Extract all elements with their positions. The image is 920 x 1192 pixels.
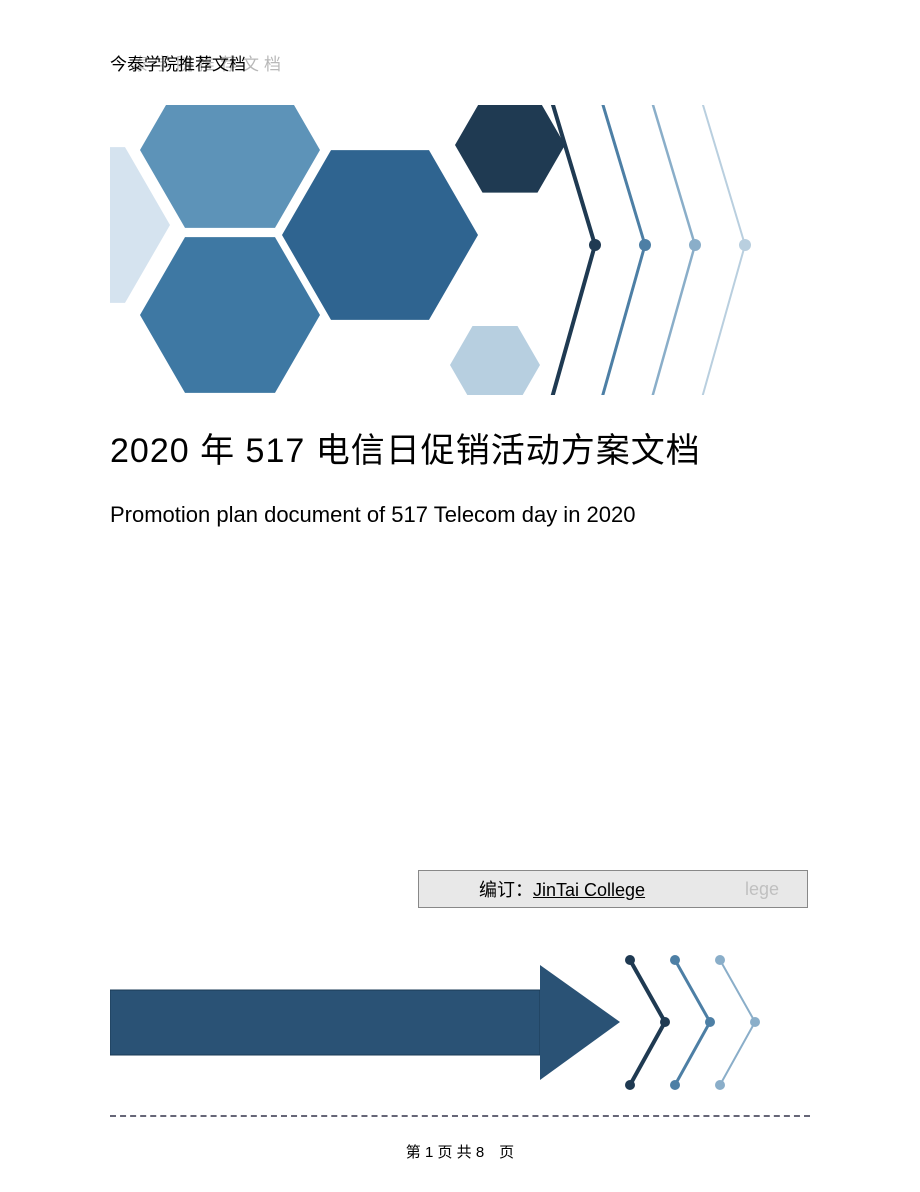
header-main-text: 今泰学院推荐文档 [110, 55, 246, 74]
footer-prefix: 第 [406, 1144, 425, 1161]
document-title: 2020 年 517 电信日促销活动方案文档 [110, 423, 810, 472]
page-header: 今泰学院推荐文档 今泰学院推荐文档 [110, 50, 246, 75]
footer-page-total: 8 [476, 1144, 484, 1161]
hero-svg [110, 105, 810, 395]
editor-line: 编订：JinTai College [479, 876, 645, 902]
editor-ghost-text: lege [745, 879, 779, 900]
editor-label: 编订： [479, 880, 533, 900]
page-footer: 第 1 页 共 8 页 [0, 1141, 920, 1162]
footer-arrow-graphic [110, 945, 810, 1100]
dashed-divider [110, 1115, 810, 1117]
editor-info-box: lege 编订：JinTai College [418, 870, 808, 908]
footer-mid: 页 共 [433, 1144, 476, 1161]
arrow-svg [110, 945, 810, 1100]
footer-suffix: 页 [484, 1144, 514, 1161]
editor-value: JinTai College [533, 880, 645, 900]
document-subtitle: Promotion plan document of 517 Telecom d… [110, 502, 810, 528]
hero-hexagon-graphic [110, 105, 810, 395]
